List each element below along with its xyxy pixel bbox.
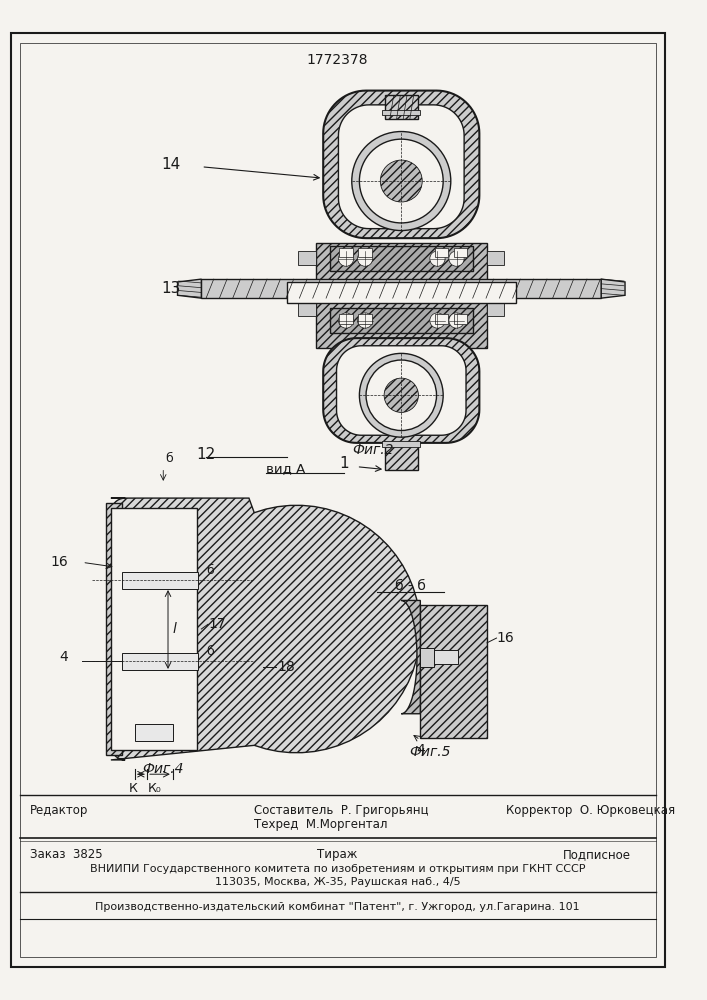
Polygon shape xyxy=(601,279,625,298)
Bar xyxy=(339,314,353,324)
Bar xyxy=(421,648,433,667)
Text: Составитель  Р. Григорьянц: Составитель Р. Григорьянц xyxy=(254,804,428,817)
Text: 16: 16 xyxy=(50,555,68,569)
Text: 16: 16 xyxy=(496,631,514,645)
Circle shape xyxy=(359,353,443,437)
Text: вид А: вид А xyxy=(266,462,305,475)
Polygon shape xyxy=(337,346,466,435)
Polygon shape xyxy=(111,498,420,760)
Polygon shape xyxy=(111,508,197,750)
Bar xyxy=(454,314,467,324)
Circle shape xyxy=(358,313,373,328)
Text: Фиг.4: Фиг.4 xyxy=(143,762,184,776)
Polygon shape xyxy=(323,338,479,443)
Bar xyxy=(201,279,601,298)
Text: б: б xyxy=(206,564,214,577)
Text: ВНИИПИ Государственного комитета по изобретениям и открытиям при ГКНТ СССР: ВНИИПИ Государственного комитета по изоб… xyxy=(90,864,585,874)
Text: Фиг.5: Фиг.5 xyxy=(409,745,450,759)
Text: 1: 1 xyxy=(339,456,349,471)
Polygon shape xyxy=(323,91,479,238)
Text: 1772378: 1772378 xyxy=(307,53,368,67)
Text: Заказ  3825: Заказ 3825 xyxy=(30,848,103,861)
Text: 4: 4 xyxy=(59,650,68,664)
Text: 113035, Москва, Ж-35, Раушская наб., 4/5: 113035, Москва, Ж-35, Раушская наб., 4/5 xyxy=(215,877,460,887)
Circle shape xyxy=(430,313,445,328)
Circle shape xyxy=(449,313,464,328)
Bar xyxy=(315,243,487,348)
Bar xyxy=(435,248,448,257)
Text: 14: 14 xyxy=(161,157,180,172)
Bar xyxy=(287,282,515,303)
Bar xyxy=(122,653,199,670)
Text: Производственно-издательский комбинат "Патент", г. Ужгород, ул.Гагарина. 101: Производственно-издательский комбинат "П… xyxy=(95,902,580,912)
Bar xyxy=(122,572,199,589)
Bar xyxy=(421,605,487,738)
Text: Тираж: Тираж xyxy=(317,848,358,861)
Text: 12: 12 xyxy=(197,447,216,462)
Text: 18: 18 xyxy=(278,660,296,674)
Text: 4: 4 xyxy=(416,743,425,757)
Polygon shape xyxy=(402,600,421,714)
Bar xyxy=(385,443,419,470)
Bar xyxy=(358,248,372,257)
Text: б: б xyxy=(165,452,173,465)
Polygon shape xyxy=(177,279,201,298)
Bar xyxy=(330,308,473,333)
Circle shape xyxy=(430,251,445,266)
Text: б - б: б - б xyxy=(395,579,426,593)
Text: К₀: К₀ xyxy=(148,782,162,795)
Circle shape xyxy=(380,160,422,202)
Circle shape xyxy=(384,378,419,412)
Bar xyxy=(421,650,458,664)
Circle shape xyxy=(366,360,436,430)
Text: Подписное: Подписное xyxy=(563,848,631,861)
Polygon shape xyxy=(106,503,122,755)
Bar xyxy=(298,303,315,316)
Circle shape xyxy=(358,251,373,266)
Bar xyxy=(339,248,353,257)
Bar xyxy=(135,724,173,741)
Circle shape xyxy=(352,132,451,231)
Text: Фиг.2: Фиг.2 xyxy=(352,443,394,457)
Text: 13: 13 xyxy=(161,281,180,296)
Circle shape xyxy=(339,251,354,266)
Text: Техред  М.Моргентал: Техред М.Моргентал xyxy=(254,818,387,831)
Bar xyxy=(330,246,473,271)
Text: l: l xyxy=(173,622,177,636)
Bar xyxy=(487,303,504,316)
Polygon shape xyxy=(339,105,464,229)
Bar xyxy=(298,251,315,265)
Bar xyxy=(385,95,419,119)
Bar xyxy=(382,110,421,115)
Text: Редактор: Редактор xyxy=(30,804,88,817)
Text: Корректор  О. Юрковецкая: Корректор О. Юрковецкая xyxy=(506,804,675,817)
Text: 17: 17 xyxy=(208,617,226,631)
Circle shape xyxy=(339,313,354,328)
Bar xyxy=(487,251,504,265)
Circle shape xyxy=(449,251,464,266)
Bar xyxy=(435,314,448,324)
Bar xyxy=(454,248,467,257)
Bar xyxy=(358,314,372,324)
Text: б: б xyxy=(206,645,214,658)
Circle shape xyxy=(359,139,443,223)
Text: К: К xyxy=(129,782,137,795)
Bar xyxy=(382,441,421,447)
